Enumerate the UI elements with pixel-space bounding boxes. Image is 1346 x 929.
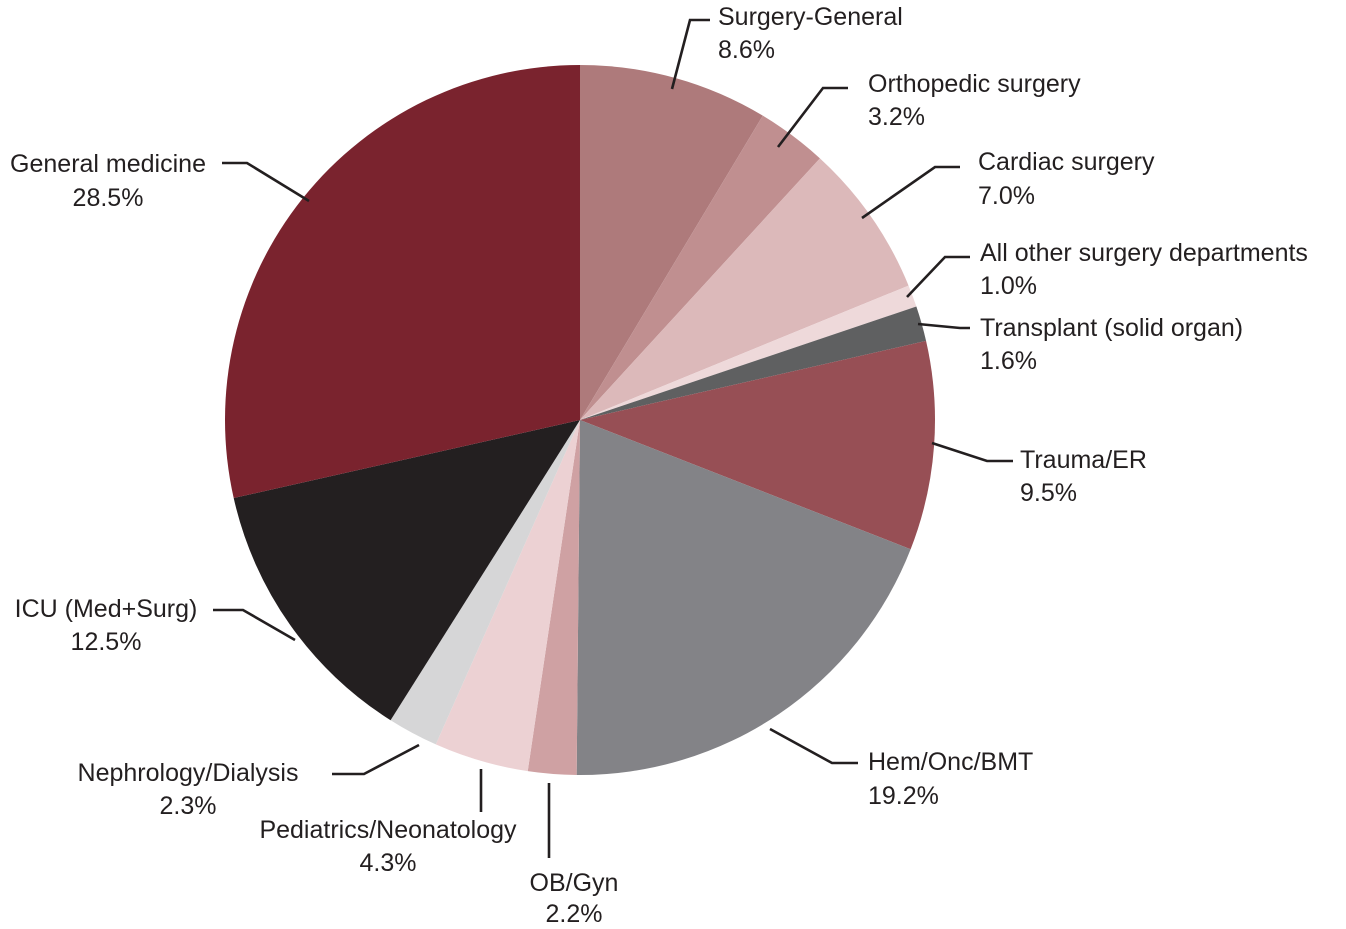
pie-slice-all-other-surgery-departments	[580, 285, 917, 420]
pie-slice-ob-gyn	[527, 420, 580, 775]
leader-line	[769, 727, 858, 765]
slice-labels: Surgery-General 8.6% Orthopedic surgery …	[10, 3, 1308, 928]
pie-slices	[225, 65, 935, 775]
pct-icu: 12.5%	[71, 628, 142, 656]
label-cardiac-surgery: Cardiac surgery	[978, 148, 1155, 176]
pie-slice-orthopedic-surgery	[580, 115, 820, 421]
leader-line	[670, 18, 710, 90]
leader-line	[917, 322, 970, 330]
leader-line	[332, 743, 420, 776]
label-trauma-er: Trauma/ER	[1020, 446, 1147, 474]
pct-all-other-surgery: 1.0%	[980, 272, 1037, 300]
label-hem-onc-bmt: Hem/Onc/BMT	[868, 748, 1033, 776]
leader-line	[931, 441, 1013, 463]
pie-slice-surgery-general	[580, 65, 763, 420]
pie-slice-pediatrics-neonatology	[435, 420, 580, 772]
pct-trauma-er: 9.5%	[1020, 479, 1077, 507]
pie-slice-trauma-er	[580, 340, 935, 550]
pie-slice-nephrology-dialysis	[390, 420, 580, 745]
label-orthopedic-surgery: Orthopedic surgery	[868, 70, 1081, 98]
pie-slice-hem-onc-bmt	[576, 420, 911, 775]
pie-slice-cardiac-surgery	[580, 158, 909, 421]
pct-hem-onc-bmt: 19.2%	[868, 782, 939, 810]
pct-cardiac-surgery: 7.0%	[978, 182, 1035, 210]
pct-surgery-general: 8.6%	[718, 36, 775, 64]
pie-slice-icu-med-surg	[233, 420, 580, 721]
leader-line	[213, 608, 296, 642]
leader-line	[222, 161, 310, 203]
label-all-other-surgery: All other surgery departments	[980, 239, 1308, 267]
label-transplant: Transplant (solid organ)	[980, 314, 1243, 342]
leader-line	[906, 255, 970, 298]
label-icu: ICU (Med+Surg)	[15, 595, 198, 623]
label-nephrology-dialysis: Nephrology/Dialysis	[78, 759, 299, 787]
pie-slice-general-medicine	[225, 65, 580, 499]
leader-line	[861, 165, 960, 220]
label-ob-gyn: OB/Gyn	[530, 869, 619, 897]
label-surgery-general: Surgery-General	[718, 3, 903, 31]
pct-general-medicine: 28.5%	[73, 184, 144, 212]
pct-nephrology-dialysis: 2.3%	[160, 792, 217, 820]
leader-lines	[213, 18, 1013, 858]
pie-slice-transplant-solid-organ	[580, 306, 927, 420]
leader-line	[776, 86, 848, 148]
label-pediatrics-neonatology: Pediatrics/Neonatology	[259, 816, 517, 844]
pct-transplant: 1.6%	[980, 347, 1037, 375]
pct-orthopedic-surgery: 3.2%	[868, 103, 925, 131]
pct-ob-gyn: 2.2%	[546, 900, 603, 928]
pct-pediatrics-neonatology: 4.3%	[360, 849, 417, 877]
label-general-medicine: General medicine	[10, 150, 206, 178]
